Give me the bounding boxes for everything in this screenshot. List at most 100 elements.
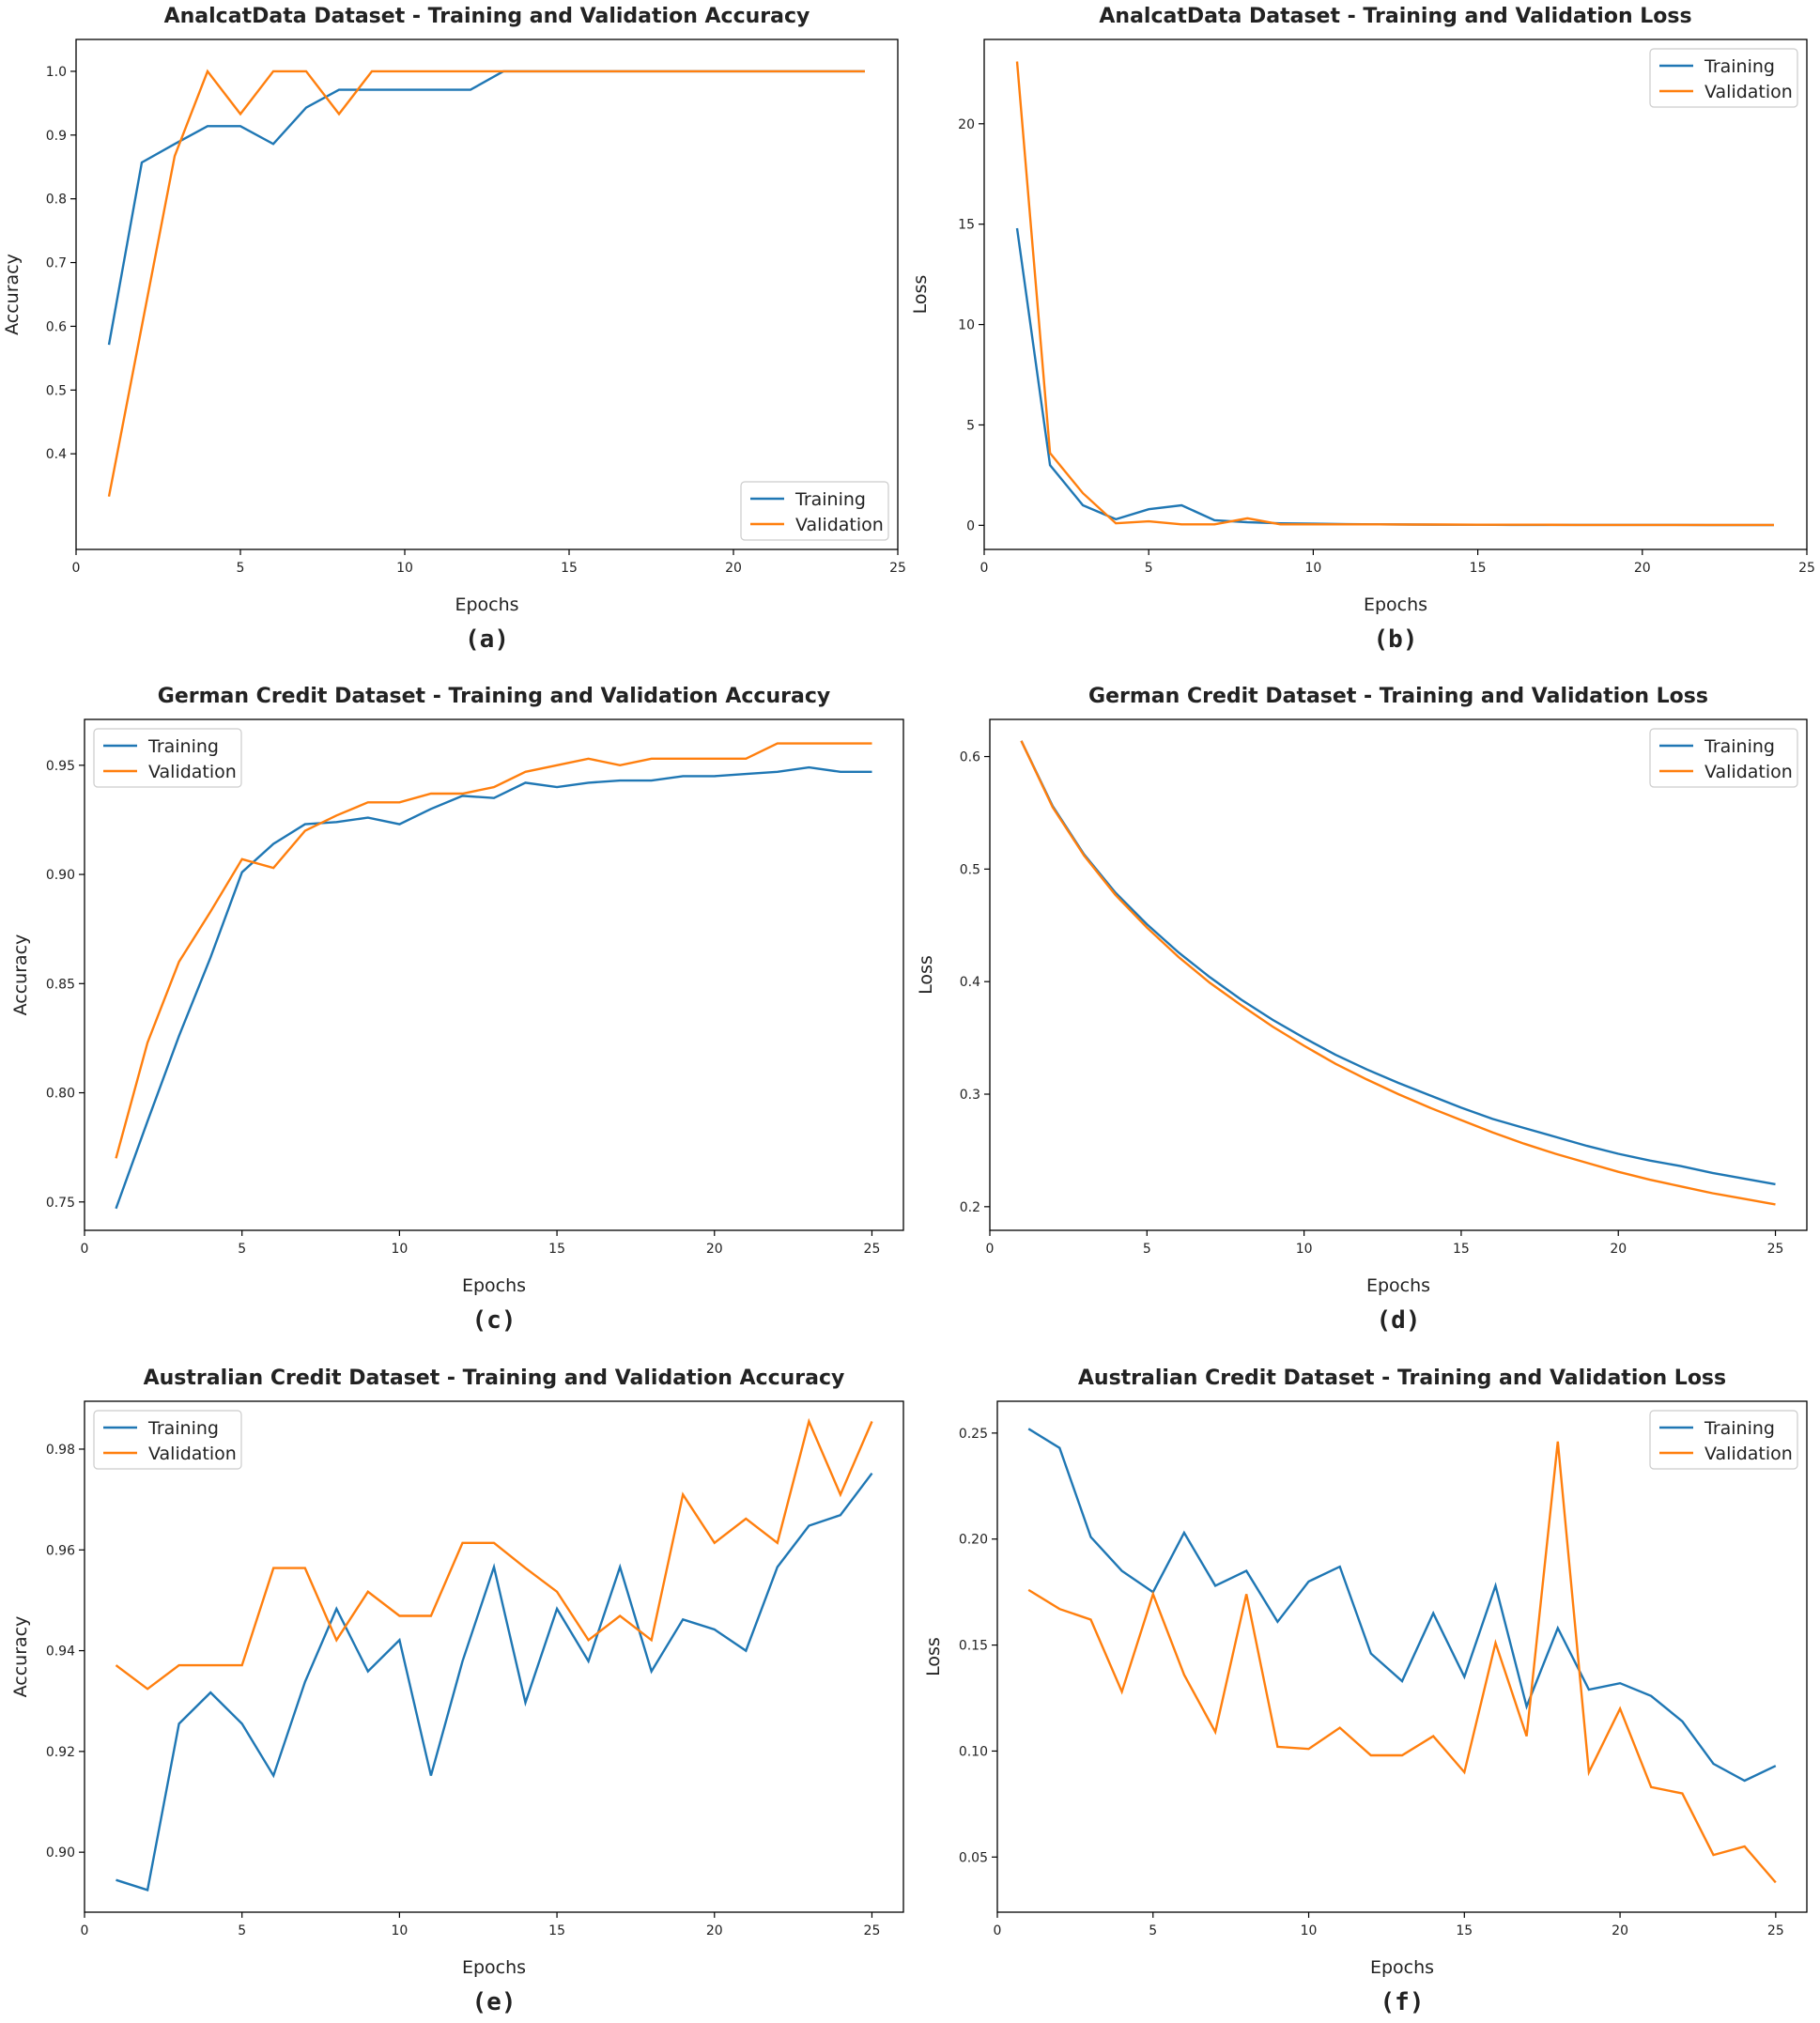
legend-label: Training [794, 489, 866, 510]
y-tick-label: 0.9 [46, 129, 67, 144]
y-tick-label: 0.10 [959, 1744, 988, 1759]
x-tick-label: 20 [706, 1923, 723, 1938]
y-tick-label: 0.94 [46, 1645, 75, 1660]
panel-label: (c) [472, 1306, 517, 1335]
series-line-validation [107, 69, 865, 497]
y-axis-label: Loss [923, 1637, 944, 1676]
legend-box [1649, 728, 1798, 788]
legend: Training Validation [1649, 728, 1798, 788]
y-tick-label: 0.90 [46, 1845, 75, 1861]
y-tick-label: 0.2 [960, 1200, 980, 1215]
x-tick-label: 20 [725, 561, 742, 576]
x-tick-label: 25 [1767, 1923, 1784, 1938]
x-tick-label: 10 [396, 561, 413, 576]
x-tick-label: 10 [391, 1923, 408, 1938]
legend-box [93, 728, 242, 788]
x-tick-label: 0 [72, 561, 81, 576]
x-tick-label: 5 [238, 1923, 246, 1938]
plot-frame [989, 718, 1808, 1231]
x-tick-label: 5 [238, 1242, 246, 1257]
y-tick-label: 0.05 [959, 1850, 988, 1865]
legend-label: Training [147, 736, 219, 757]
x-tick-label: 10 [1296, 1242, 1313, 1257]
x-tick-label: 0 [81, 1242, 89, 1257]
x-tick-label: 10 [1301, 1923, 1318, 1938]
series-line-validation [1027, 1441, 1777, 1884]
y-tick-label: 0.6 [960, 750, 980, 765]
y-tick-label: 0.5 [960, 862, 980, 877]
legend-box [740, 481, 889, 541]
series-line-training [1020, 740, 1776, 1186]
y-axis-label: Loss [910, 275, 931, 315]
x-tick-label: 15 [1456, 1923, 1473, 1938]
y-tick-label: 0.75 [46, 1196, 75, 1211]
y-tick-label: 0.20 [959, 1533, 988, 1548]
legend-box [93, 1410, 242, 1470]
legend-box [1649, 48, 1798, 108]
series-line-validation [1015, 61, 1774, 527]
chart-panel-c: German Credit Dataset - Training and Val… [10, 685, 904, 1335]
x-tick-label: 20 [1634, 561, 1651, 576]
x-tick-label: 5 [1149, 1923, 1157, 1938]
panel-label: (f) [1380, 1988, 1425, 2016]
legend: Training Validation [1649, 48, 1798, 108]
legend-label: Training [1704, 736, 1775, 757]
chart-panel-f: Australian Credit Dataset - Training and… [923, 1367, 1808, 2016]
plot-frame [996, 1400, 1808, 1913]
y-tick-label: 0.4 [46, 447, 67, 462]
y-tick-label: 15 [958, 218, 975, 233]
legend-label: Validation [148, 1444, 237, 1464]
x-tick-label: 20 [706, 1242, 723, 1257]
y-tick-label: 20 [958, 117, 975, 132]
series-line-validation [115, 1417, 873, 1691]
series-line-validation [1020, 740, 1776, 1206]
x-axis-label: Epochs [455, 595, 518, 615]
panel-label: (b) [1374, 625, 1418, 654]
y-axis-label: Accuracy [10, 1616, 31, 1698]
x-tick-label: 10 [1304, 561, 1321, 576]
x-tick-label: 15 [561, 561, 578, 576]
y-tick-label: 0.15 [959, 1639, 988, 1654]
x-tick-label: 15 [1453, 1242, 1470, 1257]
y-tick-label: 0.5 [46, 383, 67, 398]
y-axis-label: Accuracy [10, 934, 31, 1016]
series-line-training [115, 765, 872, 1210]
y-tick-label: 0.90 [46, 868, 75, 883]
x-tick-label: 0 [986, 1242, 995, 1257]
y-tick-label: 0.98 [46, 1443, 75, 1458]
y-tick-label: 0.7 [46, 256, 67, 271]
x-tick-label: 5 [1145, 561, 1153, 576]
chart-panel-a: AnalcatData Dataset - Training and Valid… [2, 5, 906, 654]
panel-label: (d) [1377, 1306, 1421, 1335]
legend: Training Validation [93, 728, 242, 788]
x-tick-label: 15 [1470, 561, 1487, 576]
x-tick-label: 20 [1612, 1923, 1628, 1938]
y-tick-label: 0.95 [46, 759, 75, 774]
y-tick-label: 1.0 [46, 65, 67, 80]
chart-panel-e: Australian Credit Dataset - Training and… [10, 1367, 904, 2016]
x-axis-label: Epochs [1366, 1275, 1430, 1296]
chart-title: Australian Credit Dataset - Training and… [1078, 1367, 1726, 1390]
x-tick-label: 0 [81, 1923, 89, 1938]
y-tick-label: 0.25 [959, 1427, 988, 1442]
legend-label: Validation [1704, 762, 1793, 782]
y-tick-label: 0.80 [46, 1087, 75, 1102]
y-axis-label: Loss [916, 955, 936, 995]
legend-label: Training [147, 1418, 219, 1439]
x-tick-label: 25 [864, 1923, 881, 1938]
y-tick-label: 0.4 [960, 975, 980, 990]
chart-panel-b: AnalcatData Dataset - Training and Valid… [910, 5, 1815, 654]
chart-title: AnalcatData Dataset - Training and Valid… [164, 5, 810, 28]
plot-frame [84, 1400, 904, 1913]
x-tick-label: 5 [1143, 1242, 1151, 1257]
y-tick-label: 0.85 [46, 977, 75, 992]
x-tick-label: 25 [1767, 1242, 1784, 1257]
x-axis-label: Epochs [462, 1275, 526, 1296]
x-axis-label: Epochs [1364, 595, 1427, 615]
plot-frame [983, 39, 1808, 550]
x-tick-label: 5 [237, 561, 245, 576]
panel-label: (a) [465, 625, 509, 654]
chart-title: Australian Credit Dataset - Training and… [144, 1367, 845, 1390]
legend-label: Training [1704, 1418, 1775, 1439]
legend-label: Validation [1704, 1444, 1793, 1464]
